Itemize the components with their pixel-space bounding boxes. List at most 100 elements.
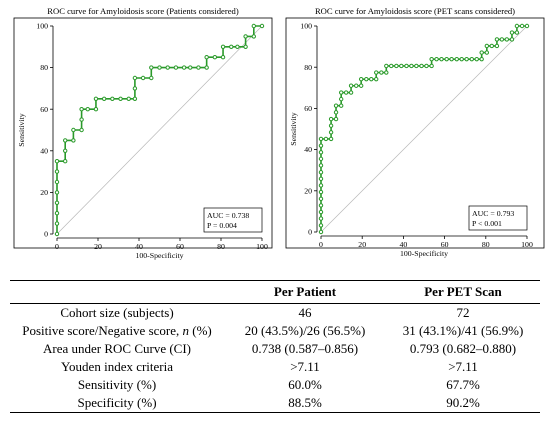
roc-point bbox=[110, 96, 115, 102]
table-cell: Specificity (%) bbox=[77, 395, 157, 410]
roc-point bbox=[379, 70, 384, 75]
table-header-cell: Per Patient bbox=[273, 284, 337, 299]
annotation-text: P = 0.004 bbox=[207, 221, 237, 230]
roc-point bbox=[243, 44, 248, 49]
y-tick-label: 100 bbox=[36, 22, 48, 31]
table-row: Cohort size (subjects) 46 72 bbox=[10, 304, 540, 323]
roc-point bbox=[54, 221, 60, 226]
table-header-cell bbox=[10, 281, 224, 304]
roc-point bbox=[79, 127, 84, 133]
x-tick-label: 100 bbox=[256, 242, 268, 251]
roc-point bbox=[79, 117, 84, 122]
roc-point bbox=[62, 159, 68, 164]
roc-point bbox=[54, 211, 60, 216]
table-cell: Area under ROC Curve (CI) bbox=[42, 341, 191, 356]
table-cell: 72 bbox=[456, 305, 470, 320]
roc-point bbox=[204, 65, 209, 70]
roc-charts: ROC curve for Amyloidosis score (Patient… bbox=[13, 6, 545, 260]
roc-point bbox=[188, 65, 193, 70]
summary-table: Per Patient Per PET Scan Cohort size (su… bbox=[10, 280, 540, 413]
roc-point bbox=[318, 136, 324, 142]
x-tick-label: 60 bbox=[441, 240, 449, 249]
y-tick-label: 40 bbox=[40, 146, 48, 155]
roc-point bbox=[54, 159, 60, 164]
roc-point bbox=[318, 203, 324, 208]
roc-point bbox=[519, 23, 525, 29]
roc-point bbox=[126, 96, 131, 102]
roc-point bbox=[459, 56, 464, 62]
x-tick-label: 60 bbox=[176, 242, 184, 251]
x-tick-label: 20 bbox=[358, 240, 366, 249]
roc-point bbox=[348, 83, 354, 88]
roc-point bbox=[484, 43, 490, 49]
x-tick-label: 80 bbox=[482, 240, 490, 249]
table-cell: 88.5% bbox=[288, 395, 322, 410]
roc-point bbox=[504, 37, 510, 42]
roc-point bbox=[132, 75, 138, 81]
roc-point bbox=[358, 76, 364, 82]
roc-point bbox=[318, 143, 324, 148]
roc-point bbox=[243, 34, 248, 39]
roc-point bbox=[449, 56, 454, 62]
roc-point bbox=[419, 63, 424, 69]
roc-point bbox=[318, 176, 324, 182]
roc-point bbox=[229, 44, 234, 49]
roc-point bbox=[479, 56, 484, 62]
roc-point bbox=[439, 56, 444, 62]
x-tick-label: 20 bbox=[94, 242, 102, 251]
table-cell: >7.11 bbox=[448, 359, 478, 374]
roc-point bbox=[499, 37, 505, 42]
roc-point bbox=[132, 86, 138, 91]
reference-line bbox=[56, 25, 263, 235]
roc-point bbox=[328, 136, 334, 142]
roc-point bbox=[259, 23, 265, 29]
table-row: Positive score/Negative score, n (%) 20 … bbox=[10, 322, 540, 340]
roc-point bbox=[118, 96, 123, 102]
table-cell: 20 (43.5%)/26 (56.5%) bbox=[244, 323, 366, 338]
roc-point bbox=[54, 200, 60, 206]
roc-point bbox=[149, 65, 154, 70]
y-tick-label: 60 bbox=[304, 104, 312, 113]
y-tick-label: 60 bbox=[40, 105, 48, 114]
roc-point bbox=[348, 90, 354, 95]
roc-point bbox=[333, 116, 339, 122]
roc-point bbox=[101, 96, 107, 102]
roc-point bbox=[93, 96, 99, 102]
roc-point bbox=[414, 63, 419, 69]
roc-point bbox=[389, 63, 394, 69]
roc-point bbox=[318, 196, 324, 202]
table-cell: 0.793 (0.682–0.880) bbox=[409, 341, 517, 356]
roc-point bbox=[318, 150, 324, 155]
table-header-row: Per Patient Per PET Scan bbox=[10, 280, 540, 304]
roc-point bbox=[323, 136, 329, 142]
roc-point bbox=[374, 70, 379, 75]
roc-point bbox=[429, 63, 434, 69]
table-row: Area under ROC Curve (CI) 0.738 (0.587–0… bbox=[10, 340, 540, 358]
x-tick-label: 100 bbox=[521, 240, 533, 249]
roc-point bbox=[484, 50, 490, 55]
annotation-box bbox=[468, 205, 528, 231]
roc-point bbox=[251, 23, 257, 29]
roc-point bbox=[251, 34, 257, 39]
roc-point bbox=[479, 50, 484, 55]
roc-point bbox=[354, 83, 359, 88]
roc-point bbox=[204, 55, 209, 60]
roc-point bbox=[489, 43, 494, 49]
roc-point bbox=[157, 65, 162, 70]
roc-point bbox=[62, 148, 68, 154]
table-header-cell: Per PET Scan bbox=[424, 284, 502, 299]
roc-point bbox=[509, 37, 515, 42]
x-tick-label: 80 bbox=[217, 242, 225, 251]
roc-point bbox=[220, 44, 226, 49]
roc-point bbox=[93, 107, 99, 112]
roc-point bbox=[404, 63, 409, 69]
roc-point bbox=[394, 63, 399, 69]
roc-point bbox=[54, 231, 60, 237]
table-row: Sensitivity (%) 60.0% 67.7% bbox=[10, 376, 540, 394]
table-row: Youden index criteria >7.11 >7.11 bbox=[10, 358, 540, 376]
roc-point bbox=[369, 76, 374, 82]
roc-point bbox=[235, 44, 240, 49]
table-cell: 31 (43.1%)/41 (56.9%) bbox=[402, 323, 524, 338]
roc-point bbox=[149, 75, 154, 81]
table-cell: 90.2% bbox=[446, 395, 480, 410]
